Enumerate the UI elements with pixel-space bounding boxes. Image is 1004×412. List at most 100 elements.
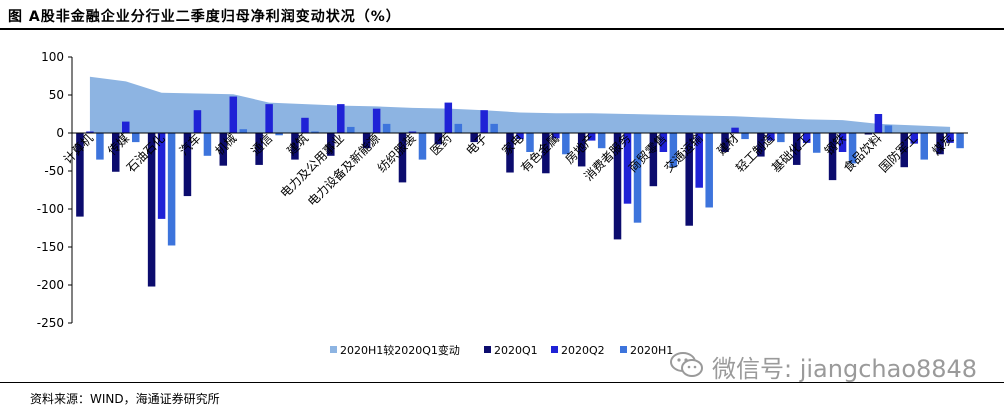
y-tick-label: -200 <box>37 278 64 292</box>
bar-q1 <box>362 133 371 149</box>
bar-q1 <box>757 133 765 157</box>
bar-h1 <box>812 133 821 153</box>
bar-q2 <box>122 121 130 133</box>
y-tick-label: 0 <box>56 126 64 140</box>
y-tick-label: -250 <box>37 316 64 330</box>
bar-q1 <box>147 133 156 287</box>
bar-q1 <box>828 133 837 181</box>
bar-q1 <box>685 133 693 226</box>
bar-q2 <box>444 102 453 133</box>
bar-h1 <box>239 129 248 133</box>
bar-q2 <box>229 96 238 133</box>
legend-label: 2020Q2 <box>561 344 605 357</box>
x-tick-label: 轻工制造 <box>733 131 777 175</box>
bar-h1 <box>633 133 642 223</box>
bar-q1 <box>792 133 801 165</box>
bar-h1 <box>347 126 355 133</box>
bar-q1 <box>398 133 407 183</box>
bar-q2 <box>910 133 918 144</box>
bar-h1 <box>203 133 212 156</box>
bottom-rule <box>0 382 1004 383</box>
watermark: 微信号: jiangchao8848 <box>660 345 980 385</box>
bar-q1 <box>255 133 263 165</box>
bar-q1 <box>613 133 622 240</box>
x-tick-label: 电力及公用事业 <box>278 131 347 200</box>
y-tick-label: -150 <box>37 240 64 254</box>
bar-q2 <box>301 117 309 133</box>
y-tick-label: -50 <box>44 164 64 178</box>
legend-swatch <box>620 346 627 353</box>
chart-title: 图 A股非金融企业分行业二季度归母净利润变动状况（%） <box>8 9 401 25</box>
x-tick-label: 纺织服装 <box>375 131 419 175</box>
bar-q2 <box>695 133 703 188</box>
bar-q1 <box>434 133 443 145</box>
y-tick-label: 100 <box>41 50 64 64</box>
legend-swatch <box>551 346 558 353</box>
bar-q1 <box>577 133 586 167</box>
bar-h1 <box>669 133 678 168</box>
bar-q2 <box>659 133 668 152</box>
bar-q1 <box>291 133 299 160</box>
bar-h1 <box>96 133 104 160</box>
bar-q2 <box>265 104 273 133</box>
bar-h1 <box>454 123 463 133</box>
bar-h1 <box>705 133 713 208</box>
bar-q1 <box>721 133 729 152</box>
bar-q2 <box>587 133 596 141</box>
bar-h1 <box>132 133 140 143</box>
bar-q2 <box>552 133 560 139</box>
bar-q2 <box>946 133 954 143</box>
bar-q2 <box>838 133 847 152</box>
x-tick-label: 传媒 <box>104 131 132 159</box>
bar-q2 <box>157 133 166 219</box>
bar-q1 <box>327 133 335 156</box>
bar-q2 <box>86 131 94 133</box>
bar-q1 <box>900 133 908 168</box>
top-rule <box>0 28 1004 30</box>
bar-q1 <box>936 133 944 155</box>
bar-h1 <box>956 133 964 149</box>
bar-q1 <box>506 133 514 173</box>
watermark-text: 微信号: jiangchao8848 <box>712 355 978 383</box>
bar-q1 <box>649 133 658 187</box>
x-tick-label: 通信 <box>248 131 275 158</box>
bar-q2 <box>408 131 417 133</box>
bar-q2 <box>480 110 488 133</box>
x-tick-label: 国防军工 <box>876 131 921 176</box>
bar-h1 <box>167 133 176 246</box>
bar-q2 <box>767 133 775 141</box>
legend-swatch <box>330 346 337 353</box>
bar-h1 <box>418 133 427 160</box>
bar-h1 <box>884 125 893 133</box>
bar-q2 <box>802 133 811 143</box>
bar-h1 <box>848 133 857 164</box>
bar-h1 <box>526 133 534 152</box>
x-tick-label: 食品饮料 <box>840 131 885 176</box>
bar-h1 <box>597 133 606 149</box>
x-tick-label: 建筑 <box>283 131 311 159</box>
bar-q1 <box>219 133 228 166</box>
bar-h1 <box>275 133 283 136</box>
bar-q1 <box>183 133 192 197</box>
wechat-icon <box>670 352 703 377</box>
legend-swatch <box>484 346 491 353</box>
x-tick-label: 汽车 <box>176 131 204 159</box>
source-note: 资料来源：WIND，海通证券研究所 <box>30 392 220 406</box>
legend-label: 2020Q1 <box>494 344 538 357</box>
bar-q1 <box>76 133 84 217</box>
bar-q1 <box>470 133 478 143</box>
x-tick-label: 商贸零售 <box>625 131 670 176</box>
bar-q2 <box>516 133 524 140</box>
bar-h1 <box>741 133 749 140</box>
x-tick-label: 有色金属 <box>517 131 562 176</box>
bar-q2 <box>731 127 739 133</box>
bar-q1 <box>542 133 550 174</box>
bar-h1 <box>382 123 391 133</box>
y-tick-label: -100 <box>37 202 64 216</box>
bar-q2 <box>623 133 632 204</box>
legend-label: 2020H1较2020Q1变动 <box>340 343 460 357</box>
bar-h1 <box>920 133 928 160</box>
area-series <box>89 76 951 133</box>
bar-q2 <box>193 110 202 133</box>
